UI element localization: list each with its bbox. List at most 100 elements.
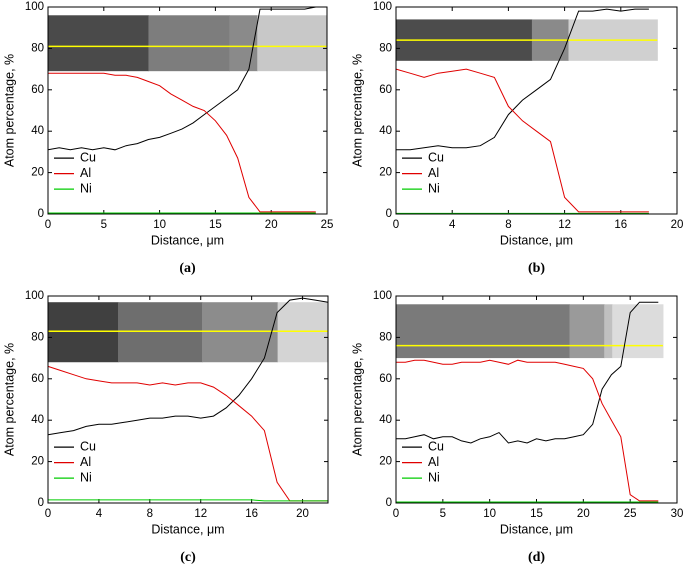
series-line [47, 297, 329, 436]
legend-label: Ni [80, 470, 92, 484]
series-line [396, 301, 659, 444]
y-tick-label: 20 [379, 456, 392, 468]
y-tick-label: 80 [31, 42, 44, 54]
legend-label: Al [428, 455, 439, 469]
y-tick-label: 20 [31, 456, 44, 468]
panel-label: (b) [528, 261, 545, 276]
series-line [47, 6, 316, 151]
y-tick-label: 0 [38, 208, 44, 220]
y-axis-label: Atom percentage, % [2, 343, 16, 456]
x-tick-label: 8 [147, 508, 153, 520]
y-tick-label: 40 [379, 414, 392, 426]
series-line [48, 72, 316, 213]
legend-label: Al [428, 166, 439, 180]
x-tick-label: 30 [671, 508, 684, 520]
x-tick-label: 25 [321, 219, 334, 231]
x-tick-label: 25 [624, 508, 637, 520]
legend-label: Al [80, 166, 91, 180]
x-tick-label: 10 [153, 219, 166, 231]
micrograph-region [118, 302, 203, 363]
y-tick-label: 60 [31, 84, 44, 96]
x-tick-label: 20 [671, 219, 684, 231]
x-tick-label: 4 [449, 219, 456, 231]
series-line [47, 365, 328, 502]
x-tick-label: 15 [530, 508, 543, 520]
legend-label: Cu [428, 150, 444, 164]
micrograph-region [396, 304, 571, 359]
micrograph-region [277, 302, 329, 363]
plot-frame [395, 6, 678, 215]
plot-frame [47, 295, 329, 504]
series-line [395, 68, 649, 213]
y-tick-label: 40 [379, 125, 392, 137]
x-tick-label: 0 [393, 219, 399, 231]
legend-label: Ni [428, 181, 440, 195]
x-tick-label: 5 [101, 219, 107, 231]
x-tick-label: 20 [577, 508, 590, 520]
y-tick-label: 80 [31, 331, 44, 343]
y-tick-label: 20 [379, 167, 392, 179]
x-tick-label: 0 [393, 508, 399, 520]
x-axis-label: Distance, μm [151, 522, 224, 536]
y-tick-label: 80 [379, 331, 392, 343]
legend-label: Cu [80, 439, 96, 453]
x-tick-label: 10 [483, 508, 496, 520]
x-tick-label: 0 [45, 508, 51, 520]
y-tick-label: 100 [373, 290, 392, 302]
x-tick-label: 20 [265, 219, 278, 231]
panel-label: (c) [180, 550, 196, 565]
x-axis-label: Distance, μm [500, 233, 573, 247]
plot-frame [47, 6, 328, 215]
legend-label: Cu [428, 439, 444, 453]
panel-label: (a) [179, 261, 196, 276]
series-line [48, 499, 328, 502]
y-tick-label: 100 [373, 1, 392, 13]
micrograph-region [569, 304, 605, 359]
y-tick-label: 60 [379, 373, 392, 385]
legend-label: Ni [428, 470, 440, 484]
micrograph-region [612, 304, 664, 359]
micrograph-region [604, 304, 613, 359]
y-tick-label: 20 [31, 167, 44, 179]
micrograph-region [48, 15, 149, 72]
x-tick-label: 5 [440, 508, 446, 520]
legend-label: Al [80, 455, 91, 469]
plot-frame [395, 295, 678, 504]
micrograph-region [202, 302, 279, 363]
x-tick-label: 4 [96, 508, 103, 520]
x-tick-label: 16 [614, 219, 627, 231]
y-tick-label: 0 [386, 208, 392, 220]
y-tick-label: 60 [31, 373, 44, 385]
y-tick-label: 100 [25, 290, 44, 302]
x-tick-label: 20 [296, 508, 309, 520]
y-tick-label: 80 [379, 42, 392, 54]
micrograph-region [257, 15, 328, 72]
legend-label: Cu [80, 150, 96, 164]
x-axis-label: Distance, μm [151, 233, 224, 247]
y-tick-label: 0 [38, 497, 44, 509]
y-tick-label: 40 [31, 414, 44, 426]
series-line [396, 8, 649, 151]
x-tick-label: 15 [209, 219, 222, 231]
legend-label: Ni [80, 181, 92, 195]
micrograph-region [229, 15, 258, 72]
y-tick-label: 0 [386, 497, 392, 509]
x-tick-label: 12 [558, 219, 571, 231]
series-line [396, 359, 659, 502]
y-axis-label: Atom percentage, % [350, 54, 364, 167]
x-tick-label: 12 [194, 508, 207, 520]
x-tick-label: 16 [245, 508, 258, 520]
x-tick-label: 0 [45, 219, 51, 231]
y-axis-label: Atom percentage, % [350, 343, 364, 456]
x-tick-label: 8 [505, 219, 511, 231]
x-axis-label: Distance, μm [500, 522, 573, 536]
y-axis-label: Atom percentage, % [2, 54, 16, 167]
y-tick-label: 40 [31, 125, 44, 137]
y-tick-label: 60 [379, 84, 392, 96]
micrograph-region [148, 15, 230, 72]
